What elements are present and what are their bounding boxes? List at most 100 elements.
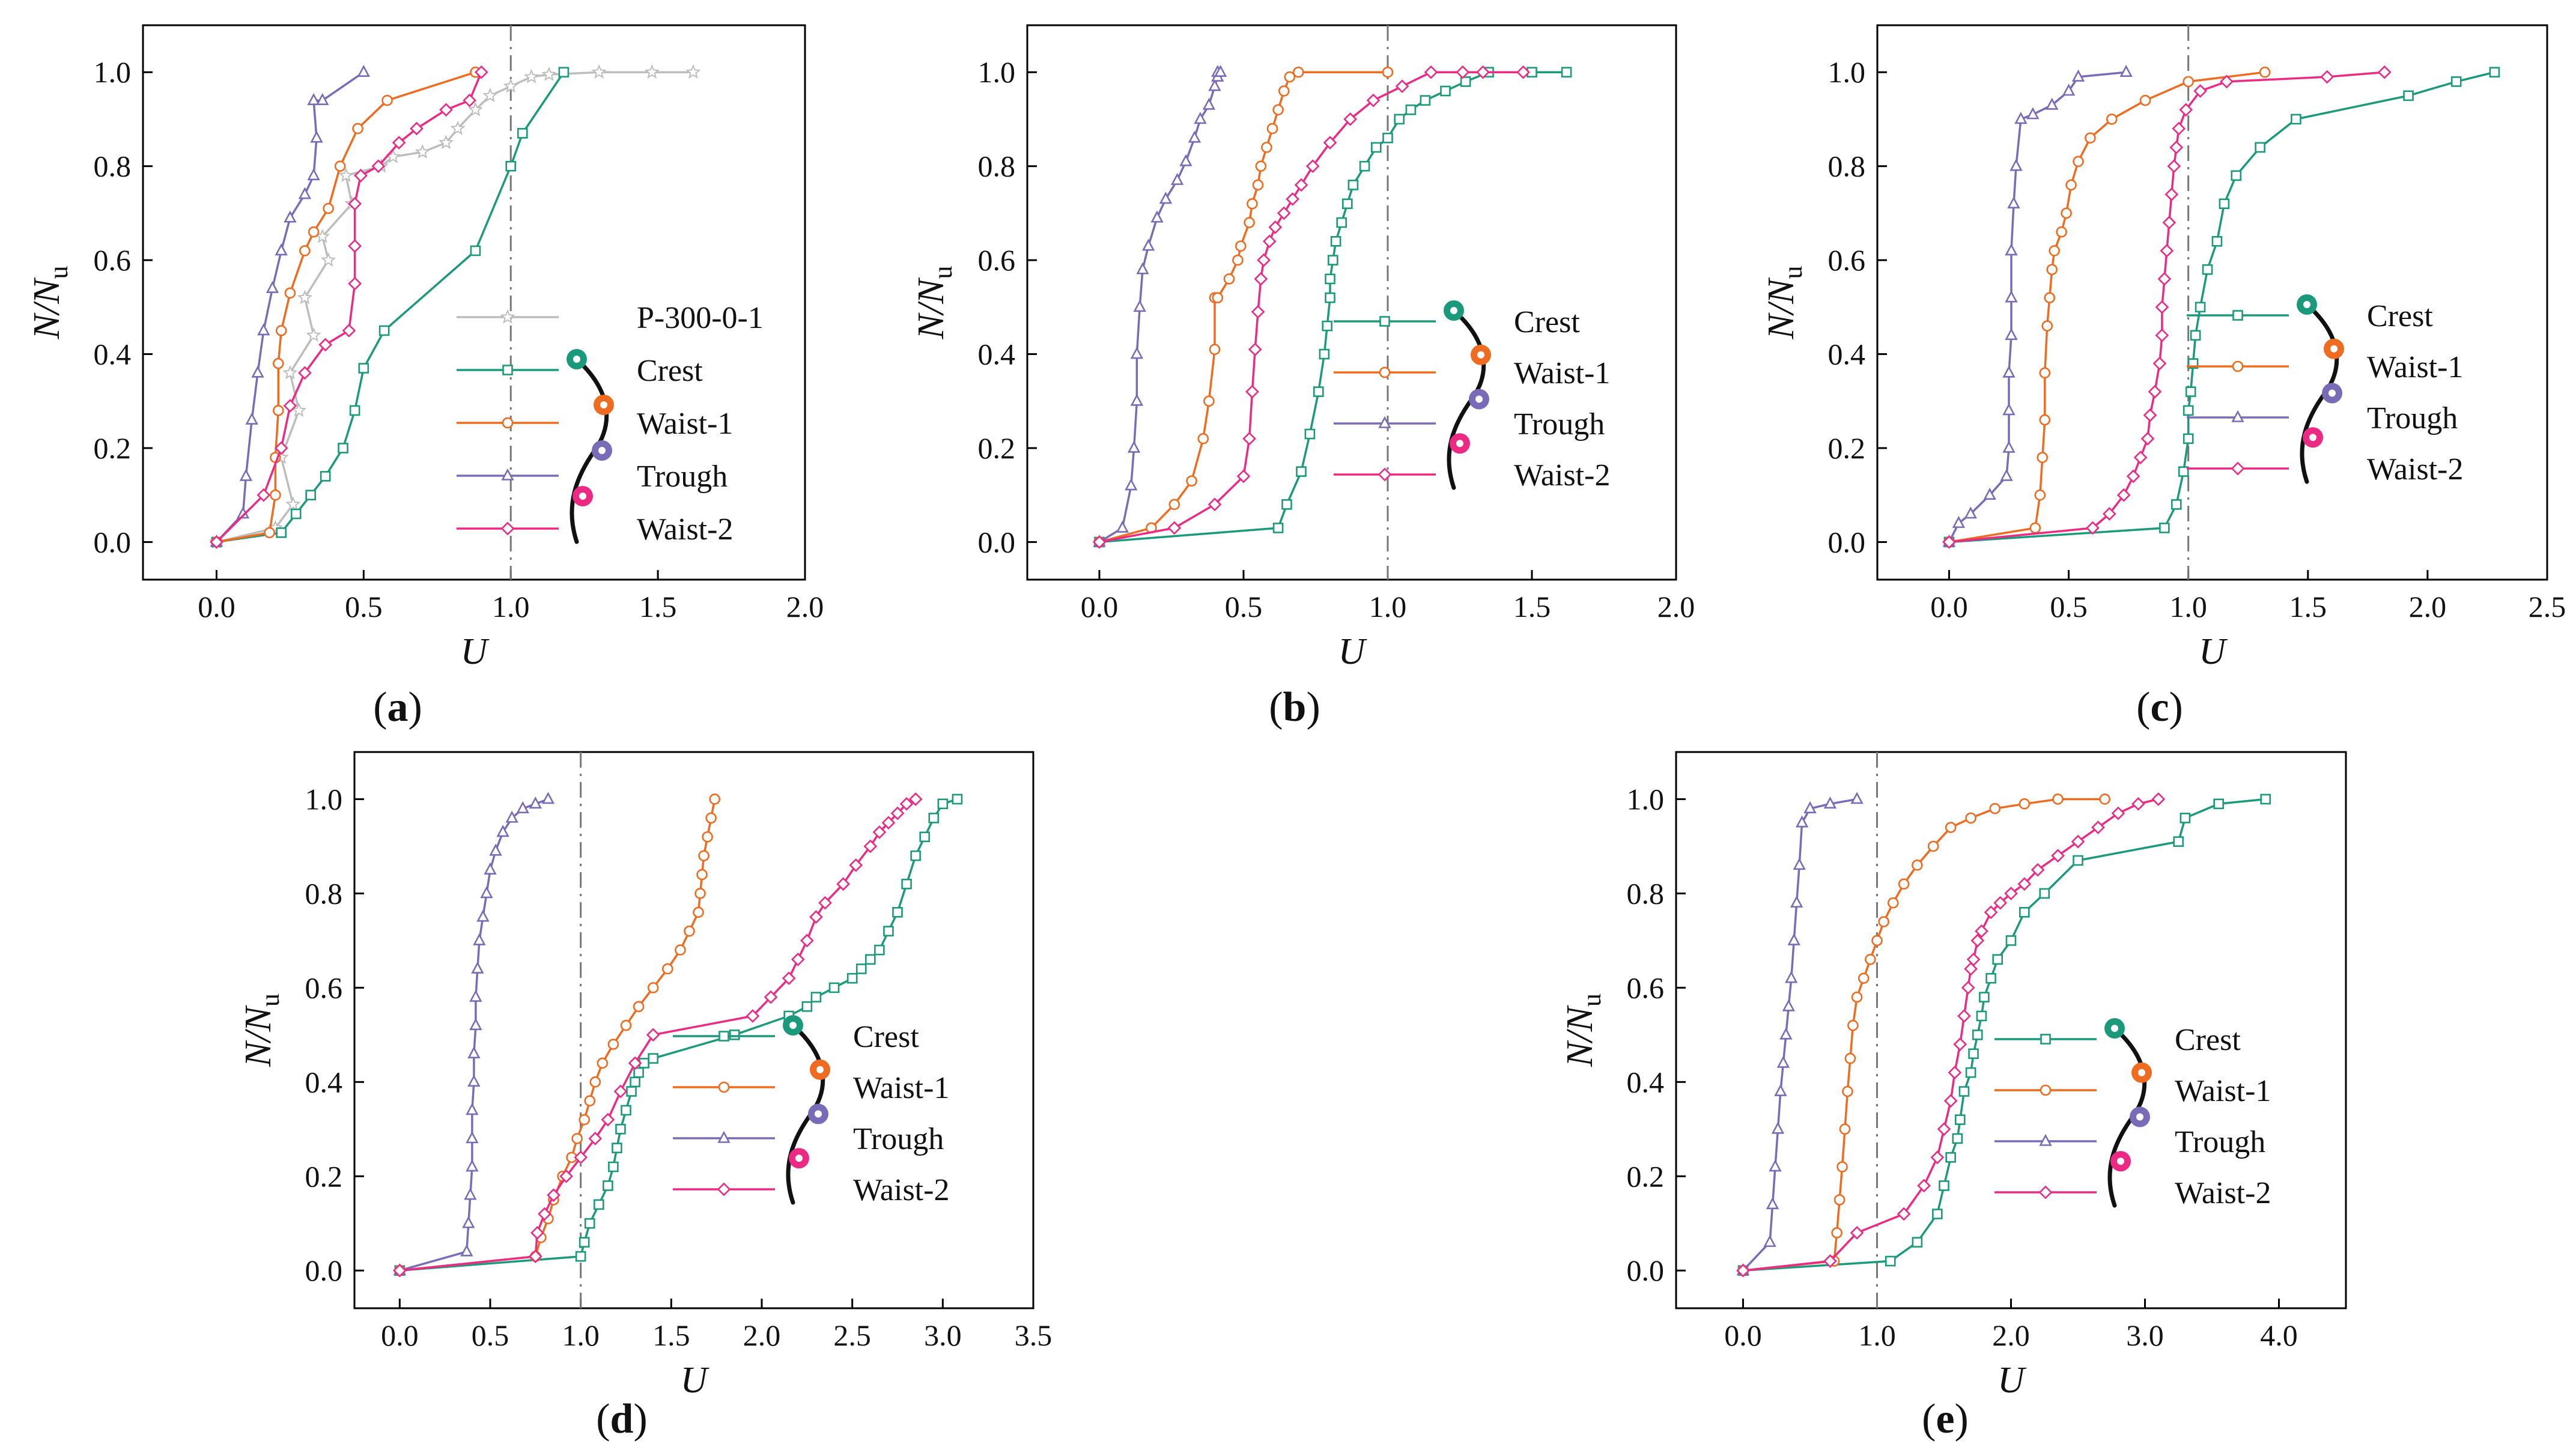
data-point [2034, 489, 2046, 501]
chart-panel-d: 0.0 0.5 1.0 1.5 2.0 2.5 3.0 3.5 0.0 0.2 0.4 0.6 0.8 1… [238, 751, 1052, 1442]
legend-wave-node-hole [1477, 351, 1484, 359]
data-point [1214, 64, 1227, 77]
data-point [1964, 506, 1977, 519]
legend: Crest Waist-1 Trough Waist-2 [673, 1015, 949, 1207]
y-tick-label: 0.2 [305, 1159, 343, 1193]
data-point [2202, 264, 2213, 275]
data-point [1133, 300, 1146, 312]
data-point [883, 926, 894, 937]
data-point [2179, 103, 2193, 117]
data-point [1255, 160, 1267, 172]
data-point [297, 290, 312, 305]
data-point [1833, 1194, 1845, 1206]
chart-panel-a: 0.0 0.5 1.0 1.5 2.00.00.20.40.60.81.0UN/NuP-… [26, 24, 824, 730]
data-point [2143, 408, 2157, 422]
data-point [1771, 1121, 1785, 1134]
y-axis-label: N/Nu [1761, 266, 1808, 340]
data-point [1194, 112, 1207, 124]
data-point [1325, 273, 1335, 285]
legend-wave-node-hole [598, 447, 606, 454]
y-tick-label: 0.4 [978, 338, 1016, 371]
data-point [1823, 1254, 1837, 1268]
data-point [245, 412, 258, 425]
data-point [266, 281, 279, 293]
legend-wave-node-hole [2303, 301, 2310, 308]
data-point [306, 327, 321, 342]
y-axis-label-subscript: u [1778, 266, 1808, 279]
legend-label: Trough [637, 460, 728, 494]
data-point [584, 1095, 596, 1107]
x-tick-label: 0.5 [1225, 590, 1263, 623]
data-point [729, 1030, 740, 1040]
data-point [1125, 478, 1138, 491]
legend-wave-node-hole [579, 493, 586, 500]
data-point [1424, 65, 1438, 79]
series-line-waist-2 [1743, 798, 2159, 1272]
series-line-trough [216, 71, 365, 543]
data-point [1836, 1161, 1848, 1172]
x-axis-label: U [2199, 631, 2228, 672]
legend-wave-node-hole [600, 401, 607, 408]
data-point [410, 121, 424, 136]
legend-label: Crest [853, 1020, 919, 1054]
series-crest [1094, 67, 1572, 548]
data-point [274, 441, 288, 455]
chart-panel-b: 0.0 0.5 1.0 1.5 2.00.00.20.40.60.81.0UN/NuCr… [911, 24, 1695, 730]
data-point [633, 1067, 644, 1078]
data-point [2173, 836, 2184, 847]
data-point [516, 801, 529, 813]
data-point [1323, 136, 1337, 150]
data-point [1839, 1123, 1851, 1135]
x-tick-label: 1.0 [1369, 590, 1407, 623]
x-axis-label: U [1997, 1360, 2027, 1401]
data-point [1203, 395, 1215, 407]
data-point [272, 357, 284, 369]
series-line-trough [1948, 71, 2127, 543]
y-axis-label-subscript: u [928, 266, 958, 279]
data-point [2148, 384, 2162, 399]
caption-paren: ( [373, 684, 387, 730]
data-point [1793, 858, 1806, 870]
data-point [2180, 813, 2191, 824]
data-point [698, 850, 709, 861]
caption-paren: ) [2169, 684, 2183, 730]
plot-frame [1026, 24, 1677, 581]
series-crest [1943, 67, 2500, 548]
data-point [1281, 499, 1292, 510]
data-point [1779, 1027, 1793, 1040]
data-point [810, 992, 822, 1003]
caption-paren: ) [633, 1396, 647, 1442]
series-waist-2 [210, 65, 488, 549]
data-point [1952, 515, 1966, 528]
data-point [2155, 328, 2169, 342]
y-tick-label: 1.0 [1627, 782, 1665, 816]
legend-marker [2040, 1084, 2052, 1096]
data-point [257, 323, 270, 336]
data-point [316, 93, 329, 105]
data-point [1209, 344, 1221, 356]
data-point [2126, 469, 2140, 484]
data-point [1954, 1114, 1966, 1125]
data-point [593, 1199, 604, 1210]
data-point [462, 1216, 475, 1228]
data-point [352, 123, 363, 135]
series-line-trough [399, 798, 549, 1272]
caption-paren: ) [1955, 1396, 1969, 1442]
data-point [675, 944, 686, 956]
legend-label: Waist-1 [2367, 350, 2463, 384]
data-point [439, 103, 453, 117]
y-axis-label-subscript: u [255, 993, 285, 1007]
data-point [2005, 935, 2017, 946]
y-axis-label-main: N/N [1761, 277, 1802, 340]
data-point [1130, 347, 1144, 359]
legend-marker [1379, 366, 1391, 378]
data-point [881, 816, 896, 830]
data-point [709, 793, 720, 805]
caption-paren: ( [1269, 684, 1283, 730]
data-point [615, 1123, 626, 1135]
data-point [1366, 93, 1381, 108]
legend-label: Crest [637, 354, 703, 388]
data-point [662, 963, 673, 975]
data-point [2031, 863, 2045, 877]
data-point [2029, 522, 2041, 534]
